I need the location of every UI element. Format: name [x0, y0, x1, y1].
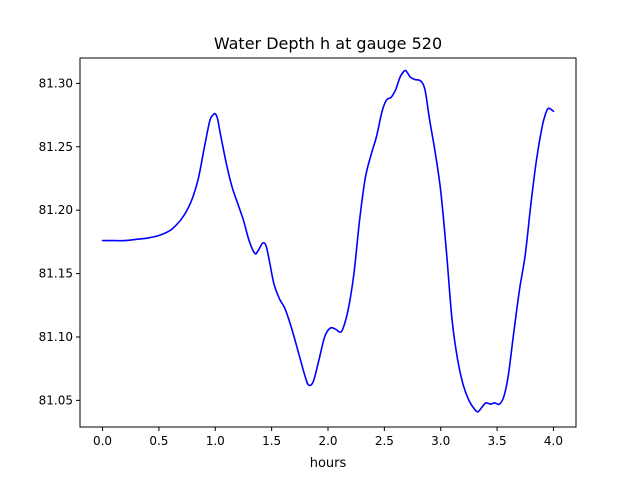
y-tick-label: 81.25: [39, 140, 73, 154]
y-tick-label: 81.10: [39, 330, 73, 344]
x-tick-label: 2.5: [375, 434, 394, 448]
chart-title: Water Depth h at gauge 520: [214, 34, 442, 53]
x-tick-label: 3.0: [431, 434, 450, 448]
plot-area-frame: [79, 57, 577, 428]
x-axis-label: hours: [310, 456, 347, 471]
y-axis: 81.05 81.10 81.15 81.20 81.25 81.30: [39, 76, 80, 407]
y-tick-label: 81.15: [39, 267, 73, 281]
x-tick-label: 4.0: [544, 434, 563, 448]
series-layer: [101, 69, 555, 413]
x-tick-label: 0.5: [149, 434, 168, 448]
x-axis: 0.0 0.5 1.0 1.5 2.0 2.5 3.0 3.5 4.0: [93, 427, 563, 448]
x-tick-label: 3.5: [488, 434, 507, 448]
x-tick-label: 1.5: [262, 434, 281, 448]
y-tick-label: 81.30: [39, 76, 73, 90]
y-tick-label: 81.20: [39, 203, 73, 217]
x-tick-label: 0.0: [93, 434, 112, 448]
series-line: [101, 69, 555, 413]
x-tick-label: 1.0: [206, 434, 225, 448]
y-tick-label: 81.05: [39, 393, 73, 407]
x-tick-label: 2.0: [318, 434, 337, 448]
